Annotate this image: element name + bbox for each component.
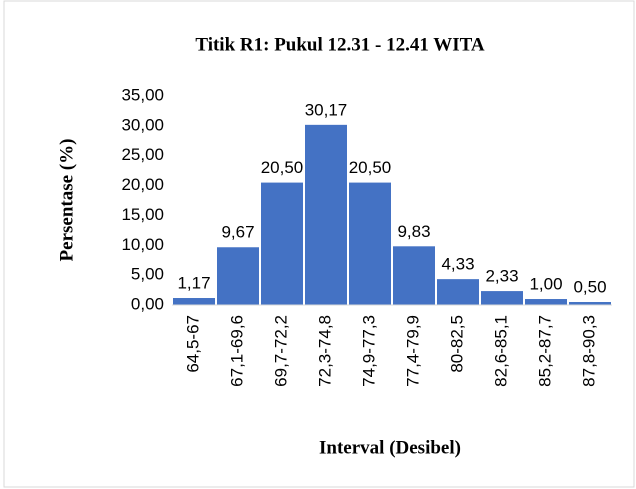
x-tick-label: 72,3-74,8 — [315, 315, 334, 387]
x-tick-label: 85,2-87,7 — [535, 315, 554, 387]
data-label: 2,33 — [485, 267, 518, 286]
data-label: 20,50 — [261, 158, 304, 177]
bar — [437, 279, 479, 305]
data-label: 9,67 — [221, 223, 254, 242]
bar — [173, 298, 215, 305]
data-label: 9,83 — [397, 222, 430, 241]
y-tick-label: 10,00 — [121, 235, 164, 254]
bar — [261, 182, 303, 305]
chart-title: Titik R1: Pukul 12.31 - 12.41 WITA — [195, 34, 485, 55]
x-axis-label: Interval (Desibel) — [319, 437, 461, 458]
y-axis-label: Persentase (%) — [56, 139, 77, 262]
x-tick-label: 67,1-69,6 — [227, 315, 246, 387]
y-tick-label: 0,00 — [131, 294, 164, 313]
bar — [525, 299, 567, 305]
x-tick-label: 69,7-72,2 — [271, 315, 290, 387]
x-tick-label: 74,9-77,3 — [359, 315, 378, 387]
x-tick-label: 82,6-85,1 — [491, 315, 510, 387]
data-label: 4,33 — [441, 255, 474, 274]
bar — [569, 302, 611, 305]
y-tick-label: 35,00 — [121, 85, 164, 104]
x-tick-label: 80-82,5 — [447, 315, 466, 373]
y-tick-label: 15,00 — [121, 205, 164, 224]
data-label: 1,17 — [177, 273, 210, 292]
data-label: 20,50 — [349, 158, 392, 177]
bar — [217, 247, 259, 305]
data-label: 1,00 — [529, 275, 562, 294]
x-tick-label: 87,8-90,3 — [579, 315, 598, 387]
data-label: 0,50 — [573, 277, 606, 296]
x-tick-label: 77,4-79,9 — [403, 315, 422, 387]
y-tick-label: 5,00 — [131, 265, 164, 284]
bar — [305, 124, 347, 305]
bar — [349, 182, 391, 305]
y-tick-label: 30,00 — [121, 115, 164, 134]
bar — [481, 291, 523, 305]
x-tick-label: 64,5-67 — [183, 315, 202, 373]
bar — [393, 246, 435, 305]
y-tick-label: 25,00 — [121, 145, 164, 164]
y-tick-label: 20,00 — [121, 175, 164, 194]
data-label: 30,17 — [305, 100, 348, 119]
